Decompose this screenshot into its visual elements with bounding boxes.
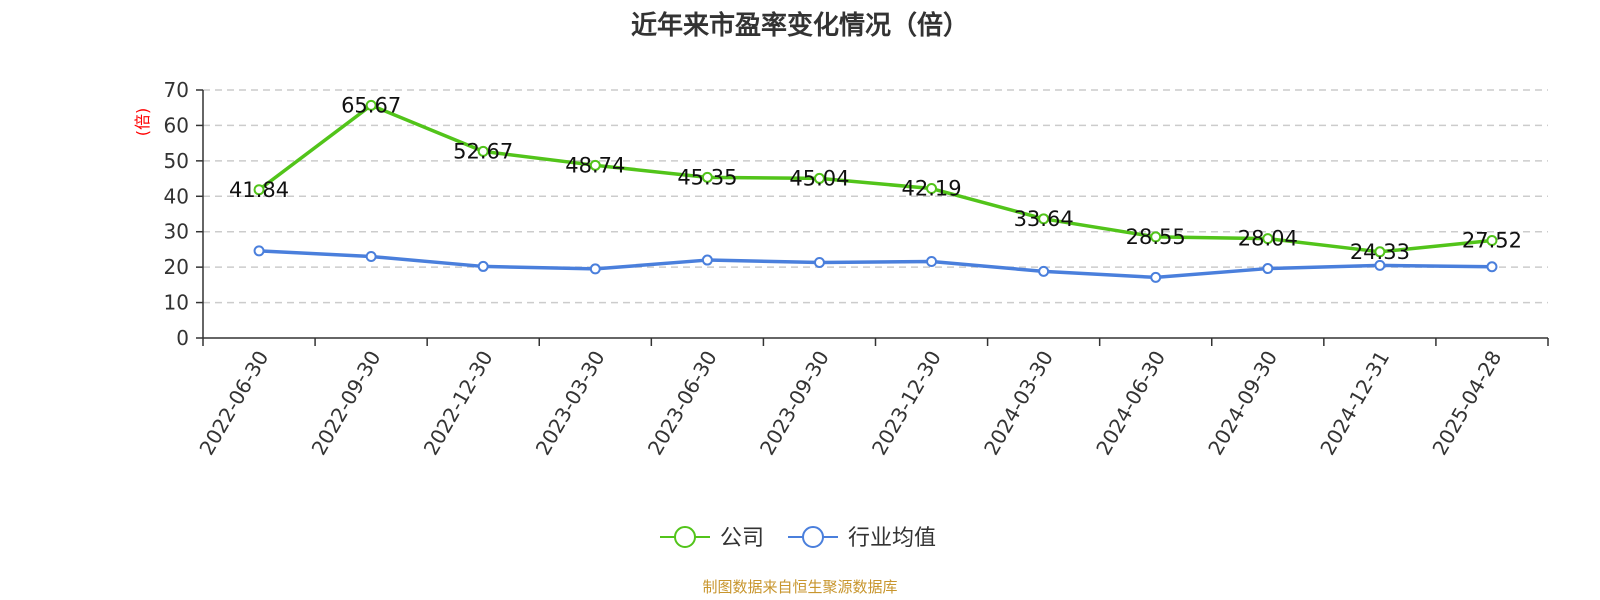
x-tick-label: 2023-03-30 xyxy=(531,347,610,460)
legend-item[interactable]: 行业均值 xyxy=(788,526,936,551)
series-line-company xyxy=(257,103,1493,254)
data-point xyxy=(1486,235,1498,247)
y-tick-label: 60 xyxy=(164,113,189,137)
y-tick-label: 50 xyxy=(164,149,189,173)
data-point xyxy=(1262,263,1274,275)
legend-label: 行业均值 xyxy=(848,526,936,551)
legend-item[interactable]: 公司 xyxy=(660,526,764,551)
data-label: 33.64 xyxy=(1014,207,1074,231)
y-tick-label: 20 xyxy=(164,255,189,279)
data-point xyxy=(477,145,489,157)
data-label: 45.35 xyxy=(677,165,737,189)
data-point xyxy=(1150,231,1162,243)
data-point xyxy=(1486,261,1498,273)
y-tick-label: 10 xyxy=(164,291,189,315)
data-point xyxy=(1038,213,1050,225)
data-point xyxy=(1374,246,1386,258)
data-point xyxy=(701,171,713,183)
series-lines xyxy=(253,99,1498,283)
data-point xyxy=(365,251,377,263)
series-line-industry-avg xyxy=(258,249,1492,280)
y-tick-label: 40 xyxy=(164,184,189,208)
data-labels: 41.84 65.67 52.67 48.74 45.35 45.04 42.19 33.64… xyxy=(229,93,1522,263)
data-point xyxy=(589,159,601,171)
data-label: 28.04 xyxy=(1238,227,1298,251)
data-label: 41.84 xyxy=(229,178,289,202)
data-point xyxy=(701,254,713,266)
y-tick-labels: 0 10 20 30 40 50 60 70 xyxy=(164,78,203,350)
data-point xyxy=(1038,265,1050,277)
data-point xyxy=(813,257,825,269)
data-point xyxy=(365,99,377,111)
data-point xyxy=(1262,233,1274,245)
x-tick-label: 2023-06-30 xyxy=(643,347,722,460)
y-tick-label: 30 xyxy=(164,220,189,244)
x-tick-labels: 2022-06-30 2022-09-30 2022-12-30 2023-03-30… xyxy=(194,338,1549,460)
data-point xyxy=(253,184,265,196)
data-label: 24.33 xyxy=(1350,240,1410,264)
legend[interactable]: 公司 行业均值 xyxy=(660,526,936,551)
y-tick-label: 0 xyxy=(176,326,189,350)
x-tick-label: 2025-04-28 xyxy=(1427,347,1506,460)
data-point xyxy=(813,172,825,184)
x-tick-label: 2024-09-30 xyxy=(1203,347,1282,460)
x-tick-label: 2022-09-30 xyxy=(307,347,386,460)
chart-title: 近年来市盈率变化情况（倍） xyxy=(631,10,969,41)
legend-marker xyxy=(802,526,824,548)
x-tick-label: 2024-03-30 xyxy=(979,347,1058,460)
data-label: 27.52 xyxy=(1462,229,1522,253)
x-tick-label: 2024-06-30 xyxy=(1091,347,1170,460)
data-point xyxy=(1150,271,1162,283)
x-tick-label: 2024-12-31 xyxy=(1315,347,1394,460)
axes xyxy=(202,90,1548,339)
source-note: 制图数据来自恒生聚源数据库 xyxy=(702,578,897,596)
data-point xyxy=(253,245,265,257)
x-tick-label: 2023-12-30 xyxy=(867,347,946,460)
y-axis-label: (倍) xyxy=(133,108,152,137)
x-tick-label: 2022-12-30 xyxy=(419,347,498,460)
data-label: 52.67 xyxy=(453,139,513,163)
data-point xyxy=(1374,259,1386,271)
grid-lines xyxy=(203,89,1548,304)
y-tick-label: 70 xyxy=(164,78,189,102)
data-label: 28.55 xyxy=(1126,225,1186,249)
data-label: 48.74 xyxy=(565,153,625,177)
x-tick-label: 2023-09-30 xyxy=(755,347,834,460)
legend-label: 公司 xyxy=(720,526,764,551)
legend-marker xyxy=(674,526,696,548)
data-point xyxy=(926,255,938,267)
x-tick-label: 2022-06-30 xyxy=(194,347,273,460)
data-label: 45.04 xyxy=(789,166,849,190)
data-label: 42.19 xyxy=(901,177,961,201)
data-point xyxy=(477,260,489,272)
data-point xyxy=(589,263,601,275)
data-label: 65.67 xyxy=(341,93,401,117)
data-point xyxy=(926,183,938,195)
